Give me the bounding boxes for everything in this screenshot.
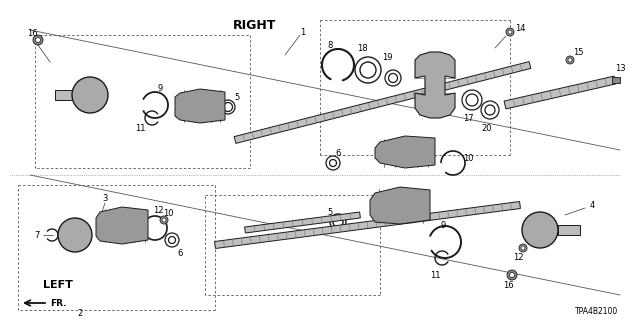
Circle shape	[568, 58, 572, 62]
Text: 11: 11	[135, 124, 145, 132]
Text: 10: 10	[463, 154, 473, 163]
Circle shape	[507, 270, 517, 280]
Circle shape	[160, 216, 168, 224]
Text: 6: 6	[177, 249, 182, 258]
Circle shape	[506, 28, 514, 36]
Text: 8: 8	[327, 41, 333, 50]
Circle shape	[72, 77, 108, 113]
Text: 16: 16	[502, 281, 513, 290]
Circle shape	[58, 218, 92, 252]
Polygon shape	[370, 187, 430, 224]
Polygon shape	[558, 225, 580, 235]
Text: LEFT: LEFT	[43, 280, 73, 290]
Circle shape	[33, 35, 43, 45]
Text: 15: 15	[573, 47, 583, 57]
Text: 7: 7	[35, 230, 40, 239]
Text: 2: 2	[77, 308, 83, 317]
Text: 12: 12	[153, 205, 163, 214]
Circle shape	[521, 246, 525, 250]
Text: 18: 18	[356, 44, 367, 52]
Text: RIGHT: RIGHT	[234, 19, 276, 31]
Text: 19: 19	[381, 52, 392, 61]
Polygon shape	[234, 62, 531, 143]
Text: 9: 9	[440, 220, 445, 229]
Polygon shape	[415, 52, 455, 118]
Polygon shape	[244, 212, 360, 233]
Circle shape	[509, 273, 515, 277]
Polygon shape	[55, 90, 72, 100]
Polygon shape	[175, 89, 225, 123]
Circle shape	[566, 56, 574, 64]
Text: 5: 5	[328, 207, 333, 217]
Bar	[612, 77, 620, 83]
Text: 6: 6	[335, 148, 340, 157]
Text: 4: 4	[589, 201, 595, 210]
Text: 14: 14	[515, 23, 525, 33]
Polygon shape	[96, 207, 148, 244]
Text: 5: 5	[234, 92, 239, 101]
Polygon shape	[214, 202, 520, 248]
Circle shape	[162, 218, 166, 222]
Text: 17: 17	[463, 114, 474, 123]
Circle shape	[508, 30, 512, 34]
Circle shape	[522, 212, 558, 248]
Text: 13: 13	[614, 63, 625, 73]
Circle shape	[519, 244, 527, 252]
Text: 10: 10	[163, 209, 173, 218]
Text: 3: 3	[102, 194, 108, 203]
Text: TPA4B2100: TPA4B2100	[575, 307, 619, 316]
Text: 1: 1	[300, 28, 306, 36]
Text: FR.: FR.	[50, 299, 67, 308]
Text: 20: 20	[482, 124, 492, 132]
Polygon shape	[375, 136, 435, 168]
Text: 11: 11	[429, 270, 440, 279]
Circle shape	[35, 37, 40, 43]
Text: 9: 9	[157, 84, 163, 92]
Text: 16: 16	[27, 28, 37, 37]
Polygon shape	[504, 76, 616, 109]
Text: 12: 12	[513, 253, 524, 262]
